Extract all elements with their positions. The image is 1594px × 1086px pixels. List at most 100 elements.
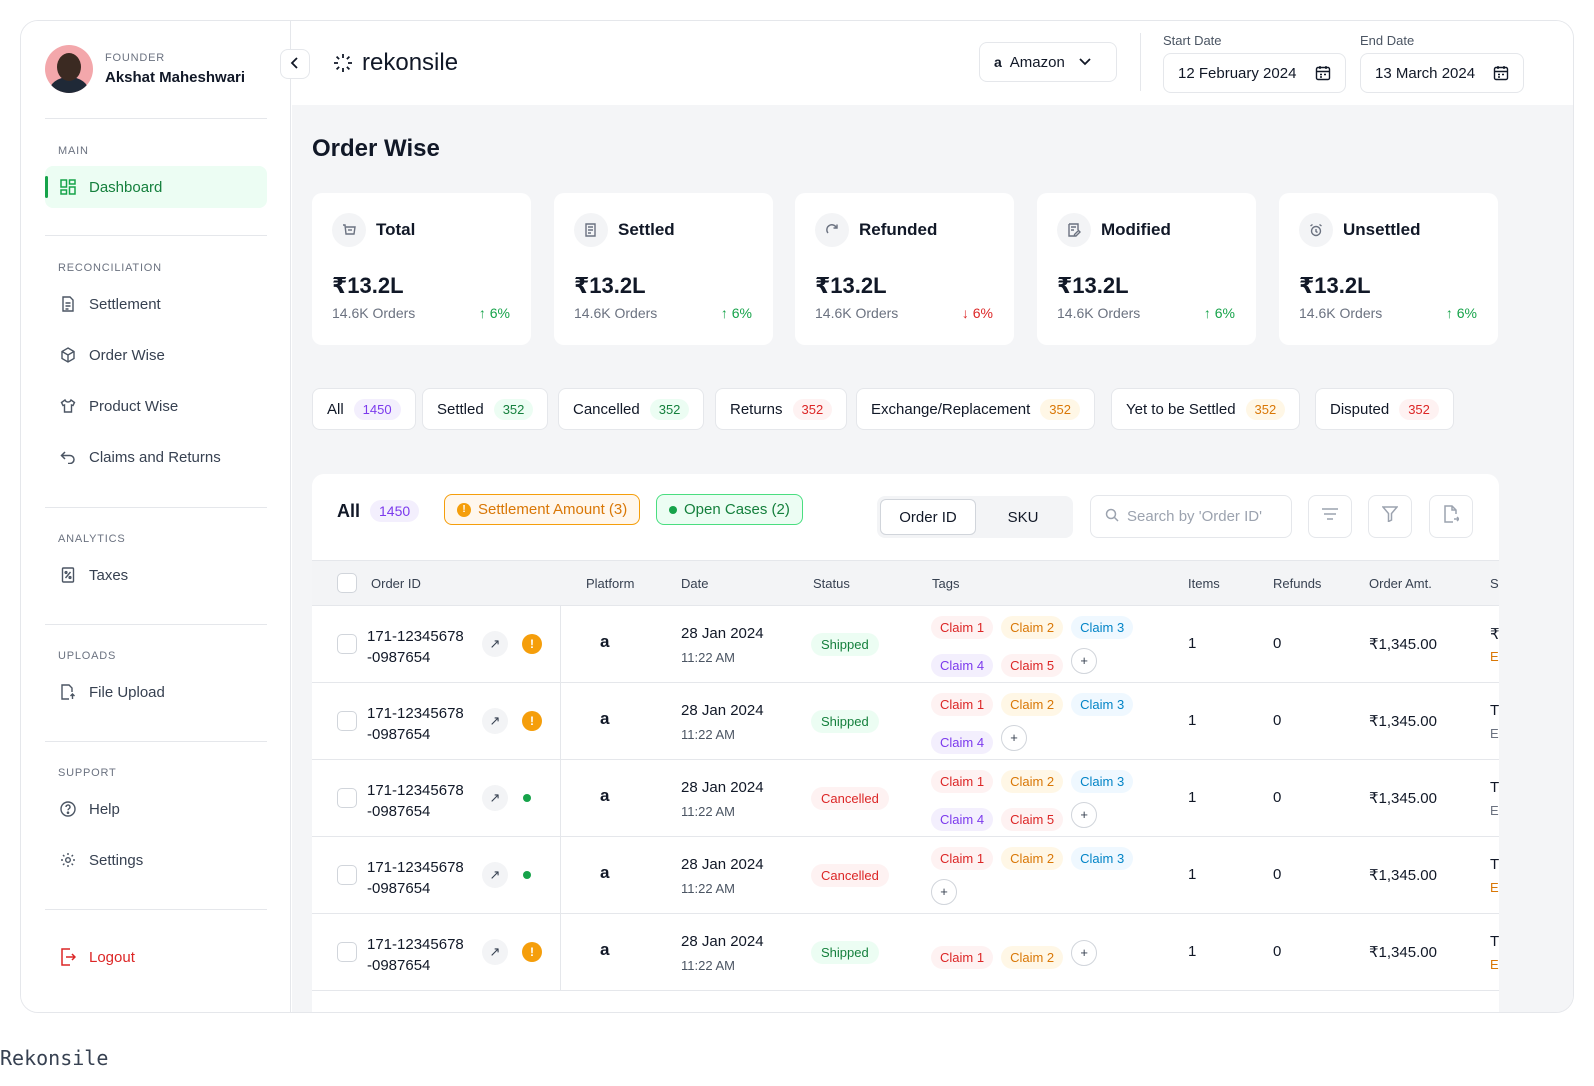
filter-button[interactable] bbox=[1368, 495, 1412, 538]
warning-icon[interactable]: ! bbox=[522, 942, 542, 962]
row-checkbox[interactable] bbox=[337, 865, 357, 885]
table-row[interactable]: 171-12345678 -0987654 ↗ a 28 Jan 2024 11:… bbox=[312, 837, 1499, 914]
sidebar-item-dashboard[interactable]: Dashboard bbox=[45, 166, 267, 208]
toggle-order-id[interactable]: Order ID bbox=[880, 499, 976, 535]
tag-claim-4[interactable]: Claim 4 bbox=[931, 730, 994, 754]
stat-title: Modified bbox=[1101, 220, 1171, 239]
search-input[interactable]: Search by 'Order ID' bbox=[1090, 495, 1292, 538]
tag-claim-2[interactable]: Claim 2 bbox=[1001, 770, 1064, 793]
column-settlement-truncated[interactable]: S bbox=[1490, 576, 1499, 591]
column-status[interactable]: Status bbox=[813, 576, 850, 591]
add-tag-icon[interactable]: + bbox=[1071, 802, 1098, 828]
filter-tab-cancelled[interactable]: Cancelled 352 bbox=[558, 388, 705, 430]
tag-claim-3[interactable]: Claim 3 bbox=[1071, 693, 1134, 716]
tag-claim-1[interactable]: Claim 1 bbox=[931, 693, 994, 716]
column-tags[interactable]: Tags bbox=[932, 576, 960, 591]
sidebar-item-settlement[interactable]: Settlement bbox=[45, 283, 267, 325]
settlement-truncated-sub: E bbox=[1490, 880, 1499, 895]
tag-claim-4[interactable]: Claim 4 bbox=[931, 653, 994, 677]
row-checkbox[interactable] bbox=[337, 788, 357, 808]
order-id: 171-12345678 -0987654 bbox=[367, 782, 464, 820]
table-row[interactable]: 171-12345678 -0987654 ↗ a 28 Jan 2024 11:… bbox=[312, 760, 1499, 837]
open-external-icon[interactable]: ↗ bbox=[482, 785, 508, 811]
open-external-icon[interactable]: ↗ bbox=[482, 708, 508, 734]
tag-claim-5[interactable]: Claim 5 bbox=[1001, 807, 1064, 831]
row-checkbox[interactable] bbox=[337, 942, 357, 962]
filter-tab-returns[interactable]: Returns 352 bbox=[715, 388, 848, 430]
tag-claim-4[interactable]: Claim 4 bbox=[931, 807, 994, 831]
tag-claim-1[interactable]: Claim 1 bbox=[931, 847, 994, 870]
section-label-support: SUPPORT bbox=[58, 767, 117, 779]
filter-tab-exchange-replacement[interactable]: Exchange/Replacement 352 bbox=[856, 388, 1095, 430]
column-order-id[interactable]: Order ID bbox=[371, 576, 421, 591]
tag-claim-3[interactable]: Claim 3 bbox=[1071, 616, 1134, 639]
end-date-input[interactable]: 13 March 2024 bbox=[1360, 53, 1524, 93]
filter-tab-disputed[interactable]: Disputed 352 bbox=[1315, 388, 1454, 430]
column-platform[interactable]: Platform bbox=[586, 576, 635, 591]
table-row[interactable]: 171-12345678 -0987654 ↗ ! a 28 Jan 2024 1… bbox=[312, 914, 1499, 991]
open-external-icon[interactable]: ↗ bbox=[482, 862, 508, 888]
platform-select[interactable]: a Amazon bbox=[979, 42, 1117, 82]
tag-claim-5[interactable]: Claim 5 bbox=[1001, 653, 1064, 677]
stat-change: ↑ 6% bbox=[720, 305, 752, 321]
tag-claim-1[interactable]: Claim 1 bbox=[931, 945, 994, 969]
sidebar-item-file-upload[interactable]: File Upload bbox=[45, 671, 267, 713]
row-checkbox[interactable] bbox=[337, 634, 357, 654]
row-checkbox[interactable] bbox=[337, 711, 357, 731]
column-date[interactable]: Date bbox=[681, 576, 709, 591]
order-id: 171-12345678 -0987654 bbox=[367, 628, 464, 666]
tag-claim-2[interactable]: Claim 2 bbox=[1001, 945, 1064, 969]
sidebar-item-help[interactable]: Help bbox=[45, 788, 267, 830]
items-count: 1 bbox=[1188, 789, 1197, 806]
tag-claim-2[interactable]: Claim 2 bbox=[1001, 693, 1064, 716]
sidebar-item-taxes[interactable]: Taxes bbox=[45, 554, 267, 596]
add-tag-icon[interactable]: + bbox=[1001, 725, 1028, 751]
open-external-icon[interactable]: ↗ bbox=[482, 939, 508, 965]
tag-claim-3[interactable]: Claim 3 bbox=[1071, 770, 1134, 793]
filter-count: 352 bbox=[1040, 398, 1080, 420]
table-row[interactable]: 171-12345678 -0987654 ↗ ! a 28 Jan 2024 1… bbox=[312, 606, 1499, 683]
add-tag-icon[interactable]: + bbox=[1071, 940, 1098, 966]
column-items[interactable]: Items bbox=[1188, 576, 1220, 591]
filter-tab-settled[interactable]: Settled 352 bbox=[422, 388, 549, 430]
column-refunds[interactable]: Refunds bbox=[1273, 576, 1322, 591]
header-divider bbox=[1140, 33, 1141, 91]
brand-logo[interactable]: rekonsile bbox=[332, 49, 458, 77]
box-icon bbox=[59, 346, 77, 364]
add-tag-icon[interactable]: + bbox=[1071, 648, 1098, 674]
tag-claim-1[interactable]: Claim 1 bbox=[931, 616, 994, 639]
sidebar-item-claims-returns[interactable]: Claims and Returns bbox=[45, 436, 267, 478]
table-row[interactable]: 171-12345678 -0987654 ↗ ! a 28 Jan 2024 1… bbox=[312, 683, 1499, 760]
tag-claim-3[interactable]: Claim 3 bbox=[1071, 847, 1134, 870]
column-order-amount[interactable]: Order Amt. bbox=[1369, 576, 1432, 591]
warning-icon[interactable]: ! bbox=[522, 634, 542, 654]
section-label-reconciliation: RECONCILIATION bbox=[58, 262, 162, 274]
sidebar-item-product-wise[interactable]: Product Wise bbox=[45, 385, 267, 427]
collapse-sidebar-button[interactable] bbox=[280, 49, 310, 79]
open-external-icon[interactable]: ↗ bbox=[482, 631, 508, 657]
filter-label: Returns bbox=[730, 400, 783, 418]
sidebar-item-order-wise[interactable]: Order Wise bbox=[45, 334, 267, 376]
sidebar-item-settings[interactable]: Settings bbox=[45, 839, 267, 881]
tag-claim-2[interactable]: Claim 2 bbox=[1001, 847, 1064, 870]
image-caption: Rekonsile bbox=[0, 1046, 109, 1070]
open-cases-chip[interactable]: Open Cases (2) bbox=[656, 494, 803, 525]
amazon-icon: a bbox=[994, 54, 1002, 70]
export-button[interactable] bbox=[1429, 495, 1473, 538]
warning-icon[interactable]: ! bbox=[522, 711, 542, 731]
select-all-checkbox[interactable] bbox=[337, 573, 357, 593]
user-profile[interactable]: FOUNDER Akshat Maheshwari bbox=[45, 45, 245, 93]
start-date-input[interactable]: 12 February 2024 bbox=[1163, 53, 1346, 93]
sort-button[interactable] bbox=[1308, 495, 1352, 538]
toggle-sku[interactable]: SKU bbox=[1007, 508, 1039, 526]
stat-change: ↓ 6% bbox=[961, 305, 993, 321]
tag-claim-1[interactable]: Claim 1 bbox=[931, 770, 994, 793]
logout-button[interactable]: Logout bbox=[45, 936, 267, 978]
filter-tab-all[interactable]: All 1450 bbox=[312, 388, 416, 430]
search-mode-toggle: Order ID SKU bbox=[877, 496, 1073, 538]
add-tag-icon[interactable]: + bbox=[931, 879, 957, 905]
settlement-amount-chip[interactable]: ! Settlement Amount (3) bbox=[444, 494, 641, 525]
filter-tab-yet-to-be-settled[interactable]: Yet to be Settled 352 bbox=[1111, 388, 1301, 430]
divider bbox=[45, 507, 267, 508]
tag-claim-2[interactable]: Claim 2 bbox=[1001, 616, 1064, 639]
